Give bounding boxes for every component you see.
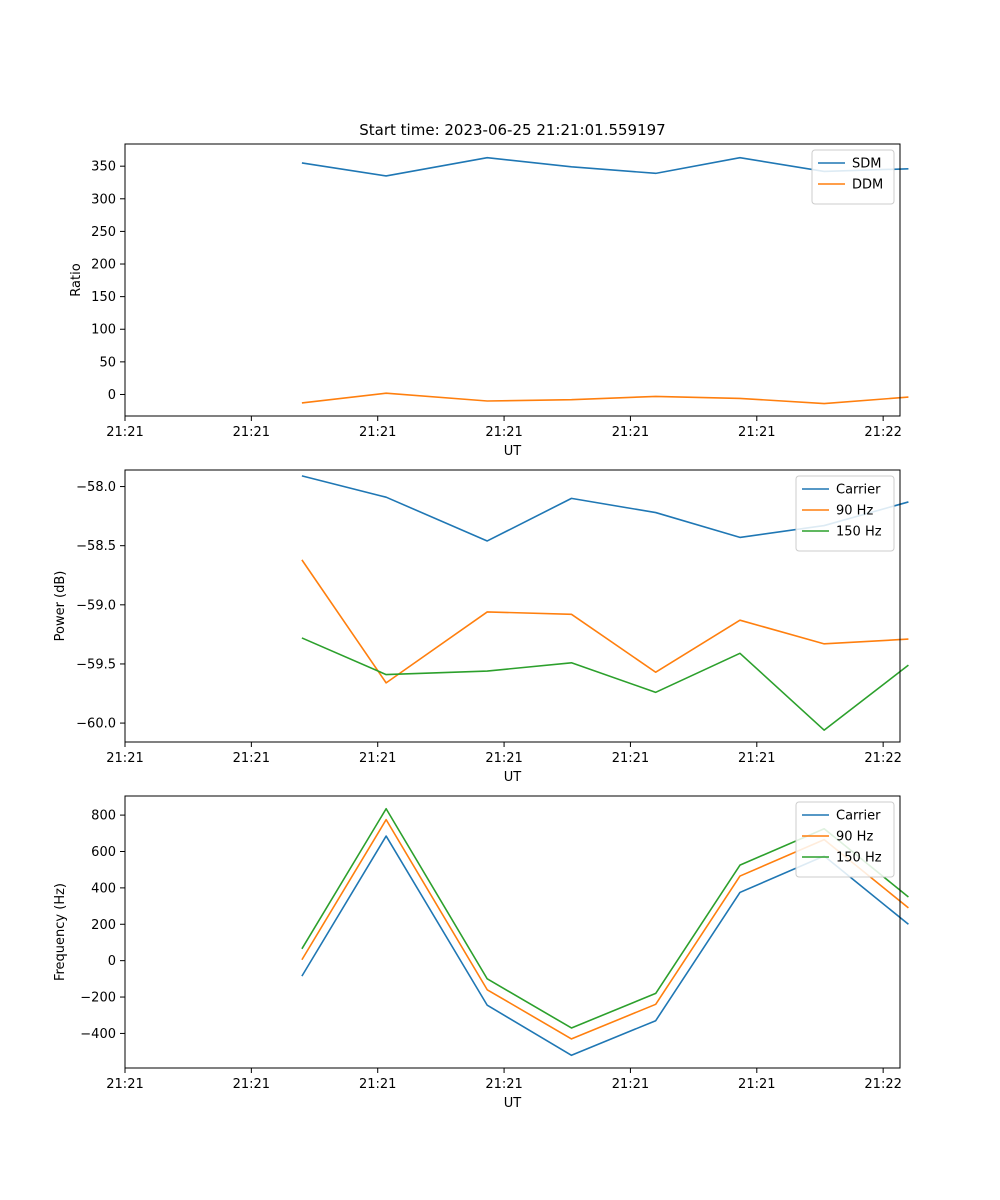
legend: Carrier 90 Hz 150 Hz <box>795 801 895 878</box>
chart-panel-3: 21:21 21:21 21:21 21:21 21:21 21:21 21:22 −400 −… <box>53 795 909 1111</box>
y-tick-label: 50 <box>99 355 116 370</box>
x-tick-label: 21:21 <box>738 425 775 440</box>
x-tick-label: 21:21 <box>485 1077 522 1092</box>
legend: Carrier 90 Hz 150 Hz <box>795 475 895 552</box>
axes-frame <box>124 795 901 1069</box>
y-tick-label: 200 <box>91 258 116 273</box>
series-line-3 <box>301 637 909 731</box>
legend-label: SDM <box>852 157 881 172</box>
x-tick-label: 21:21 <box>233 751 270 766</box>
legend-box <box>795 801 895 878</box>
y-tick-label: −200 <box>80 991 116 1006</box>
chart-panel-1: 21:21 21:21 21:21 21:21 21:21 21:21 21:22 0 50 10… <box>69 121 909 459</box>
y-tick-label: −58.0 <box>76 480 116 495</box>
y-tick-label: 200 <box>91 918 116 933</box>
legend-label: Carrier <box>836 483 881 498</box>
y-tick-label: 100 <box>91 323 116 338</box>
y-tick-label: 400 <box>91 881 116 896</box>
series-line-1 <box>301 156 909 177</box>
x-tick-label: 21:21 <box>612 1077 649 1092</box>
y-axis-label: Power (dB) <box>53 571 68 642</box>
legend-label: 90 Hz <box>836 504 873 519</box>
y-tick-label: −59.0 <box>76 598 116 613</box>
x-tick-label: 21:21 <box>233 425 270 440</box>
legend-label: 90 Hz <box>836 830 873 845</box>
y-axis-label: Frequency (Hz) <box>53 883 68 981</box>
y-tick-label: 600 <box>91 845 116 860</box>
x-tick-label: 21:21 <box>738 1077 775 1092</box>
y-tick-label: −59.5 <box>76 657 116 672</box>
x-axis-label: UT <box>504 444 522 459</box>
y-tick-label: 0 <box>108 954 116 969</box>
axes-frame <box>124 469 901 743</box>
x-tick-label: 21:21 <box>485 751 522 766</box>
legend: SDM DDM <box>811 149 895 205</box>
y-tick-label: 350 <box>91 160 116 175</box>
x-tick-label: 21:21 <box>359 751 396 766</box>
y-tick-label: −58.5 <box>76 539 116 554</box>
series-line-2 <box>301 559 909 684</box>
x-tick-label: 21:21 <box>612 751 649 766</box>
x-tick-label: 21:22 <box>864 1077 901 1092</box>
legend-label: 150 Hz <box>836 851 882 866</box>
y-axis-label: Ratio <box>69 263 84 296</box>
legend-label: 150 Hz <box>836 525 882 540</box>
y-tick-label: 250 <box>91 225 116 240</box>
x-tick-label: 21:21 <box>233 1077 270 1092</box>
series-line-2 <box>301 392 909 405</box>
chart-title: Start time: 2023-06-25 21:21:01.559197 <box>359 121 665 139</box>
y-tick-label: 300 <box>91 192 116 207</box>
x-tick-label: 21:21 <box>485 425 522 440</box>
y-tick-label: −60.0 <box>76 717 116 732</box>
y-tick-label: −400 <box>80 1027 116 1042</box>
legend-label: DDM <box>852 178 883 193</box>
y-tick-label: 0 <box>108 388 116 403</box>
axes-frame <box>124 143 901 417</box>
y-tick-label: 800 <box>91 809 116 824</box>
x-axis-label: UT <box>504 770 522 785</box>
x-tick-label: 21:21 <box>612 425 649 440</box>
x-tick-label: 21:21 <box>106 425 143 440</box>
x-tick-label: 21:21 <box>359 1077 396 1092</box>
legend-box <box>795 475 895 552</box>
x-tick-label: 21:22 <box>864 751 901 766</box>
y-tick-label: 150 <box>91 290 116 305</box>
x-tick-label: 21:21 <box>738 751 775 766</box>
x-tick-label: 21:21 <box>359 425 396 440</box>
x-axis-label: UT <box>504 1096 522 1111</box>
x-tick-label: 21:22 <box>864 425 901 440</box>
x-tick-label: 21:21 <box>106 1077 143 1092</box>
chart-panel-2: 21:21 21:21 21:21 21:21 21:21 21:21 21:22 −60.0… <box>53 469 909 785</box>
x-tick-label: 21:21 <box>106 751 143 766</box>
legend-label: Carrier <box>836 809 881 824</box>
